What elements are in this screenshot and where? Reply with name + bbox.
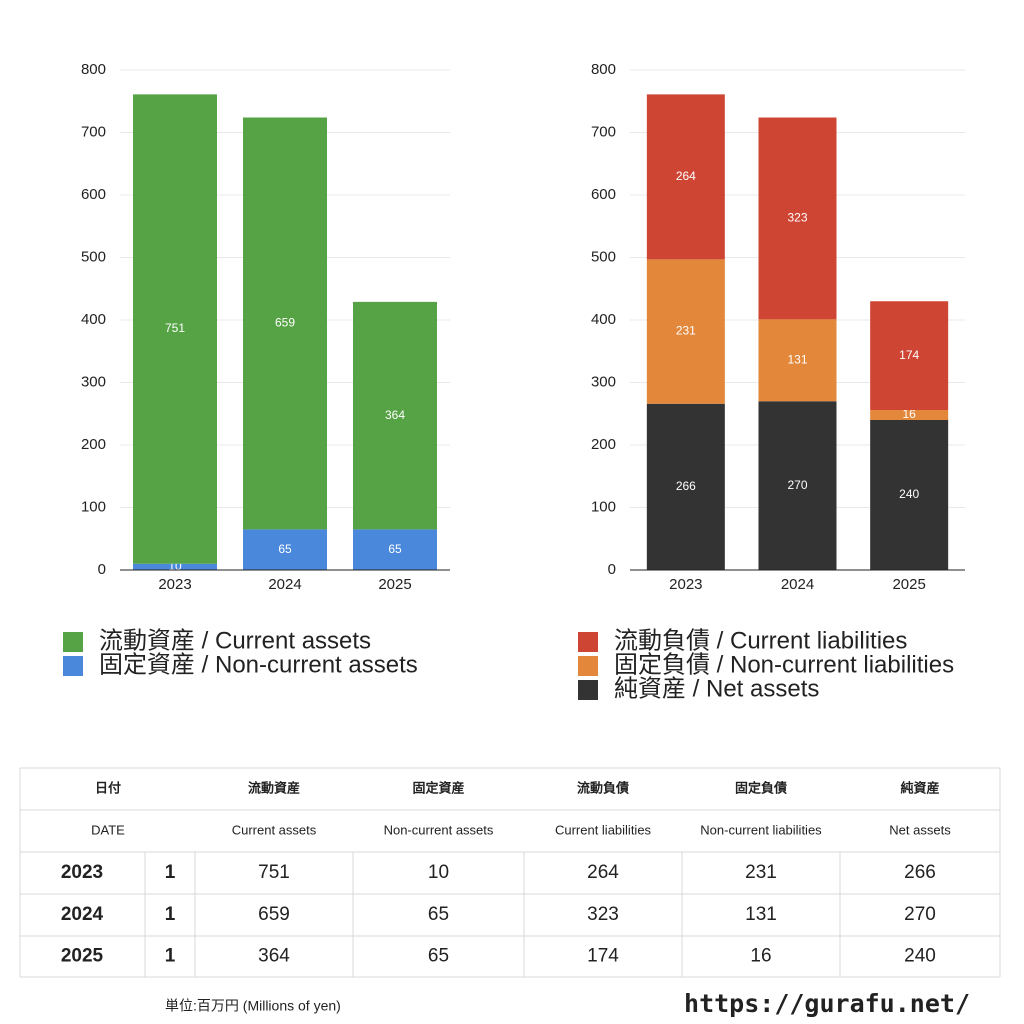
y-tick-label: 800 <box>591 61 616 78</box>
data-label: 323 <box>787 211 807 225</box>
y-tick-label: 800 <box>81 61 106 78</box>
data-label: 65 <box>388 542 402 556</box>
table-cell: 131 <box>745 904 777 925</box>
table-header: 流動負債 <box>577 780 629 795</box>
table-cell: 65 <box>428 946 449 967</box>
table-cell: 751 <box>258 862 290 883</box>
x-tick-label: 2023 <box>669 576 702 593</box>
table-cell: 270 <box>904 904 936 925</box>
table-year: 2024 <box>61 904 104 925</box>
data-label: 65 <box>278 542 292 556</box>
table-cell: 264 <box>587 862 619 883</box>
data-label: 231 <box>676 324 696 338</box>
table-month: 1 <box>165 862 176 883</box>
bar-segment <box>758 117 837 320</box>
data-label: 264 <box>676 169 696 183</box>
bar-segment <box>870 301 949 410</box>
y-tick-label: 200 <box>81 436 106 453</box>
y-tick-label: 600 <box>591 186 616 203</box>
bar-segment <box>353 301 437 530</box>
y-tick-label: 300 <box>81 373 106 390</box>
bar-segment <box>353 529 437 570</box>
y-tick-label: 500 <box>81 248 106 265</box>
table-cell: 659 <box>258 904 290 925</box>
table-cell: 266 <box>904 862 936 883</box>
table-header: Current assets <box>232 822 317 837</box>
data-label: 751 <box>165 321 185 335</box>
y-tick-label: 0 <box>608 561 616 578</box>
table-cell: 231 <box>745 862 777 883</box>
bar-segment <box>133 563 217 570</box>
legend-swatch <box>63 656 83 676</box>
legend-label: 流動負債 / Current liabilities <box>614 627 907 654</box>
y-tick-label: 0 <box>98 561 106 578</box>
legend-swatch <box>63 632 83 652</box>
table-header: Non-current liabilities <box>700 822 822 837</box>
legend-label: 流動資産 / Current assets <box>99 627 371 654</box>
y-tick-label: 400 <box>591 311 616 328</box>
data-label: 240 <box>899 487 919 501</box>
y-tick-label: 400 <box>81 311 106 328</box>
table-cell: 323 <box>587 904 619 925</box>
table-month: 1 <box>165 946 176 967</box>
table-month: 1 <box>165 904 176 925</box>
bar-segment <box>646 94 725 260</box>
table-header: Net assets <box>889 822 951 837</box>
bar-segment <box>758 319 837 402</box>
data-label: 174 <box>899 348 919 362</box>
y-tick-label: 100 <box>81 498 106 515</box>
x-tick-label: 2024 <box>781 576 814 593</box>
y-tick-label: 700 <box>591 123 616 140</box>
legend-label: 固定資産 / Non-current assets <box>99 651 418 678</box>
table-header: DATE <box>91 822 125 837</box>
x-tick-label: 2023 <box>158 576 191 593</box>
data-label: 131 <box>787 352 807 366</box>
y-tick-label: 500 <box>591 248 616 265</box>
table-cell: 240 <box>904 946 936 967</box>
legend-swatch <box>578 656 598 676</box>
y-tick-label: 300 <box>591 373 616 390</box>
bar-segment <box>758 401 837 570</box>
legend-swatch <box>578 680 598 700</box>
table-header: 流動資産 <box>248 780 300 795</box>
data-label: 270 <box>787 478 807 492</box>
bar-segment <box>646 403 725 570</box>
table-cell: 174 <box>587 946 619 967</box>
bar-segment <box>243 529 327 570</box>
legend-label: 固定負債 / Non-current liabilities <box>614 651 954 678</box>
table-header: 固定負債 <box>735 780 787 795</box>
table-cell: 16 <box>750 946 771 967</box>
y-tick-label: 200 <box>591 436 616 453</box>
data-label: 16 <box>902 407 916 421</box>
table-header: Non-current assets <box>384 822 494 837</box>
table-header: 日付 <box>95 780 121 795</box>
y-tick-label: 700 <box>81 123 106 140</box>
bar-segment <box>243 117 327 530</box>
table-cell: 364 <box>258 946 290 967</box>
unit-note: 単位:百万円 (Millions of yen) <box>165 998 341 1014</box>
table-cell: 10 <box>428 862 449 883</box>
x-tick-label: 2025 <box>378 576 411 593</box>
bar-segment <box>133 94 217 564</box>
bar-segment <box>870 410 949 420</box>
legend-label: 純資産 / Net assets <box>614 675 819 702</box>
table-header: 純資産 <box>900 780 939 795</box>
data-label: 659 <box>275 316 295 330</box>
data-label: 266 <box>676 479 696 493</box>
table-header: Current liabilities <box>555 822 652 837</box>
y-tick-label: 100 <box>591 498 616 515</box>
x-tick-label: 2024 <box>268 576 301 593</box>
x-tick-label: 2025 <box>892 576 925 593</box>
data-label: 364 <box>385 408 405 422</box>
legend-swatch <box>578 632 598 652</box>
table-year: 2025 <box>61 946 104 967</box>
bar-segment <box>870 420 949 570</box>
y-tick-label: 600 <box>81 186 106 203</box>
table-header: 固定資産 <box>412 780 464 795</box>
table-cell: 65 <box>428 904 449 925</box>
table-year: 2023 <box>61 862 103 883</box>
site-url: https://gurafu.net/ <box>684 989 970 1018</box>
bar-segment <box>646 259 725 404</box>
